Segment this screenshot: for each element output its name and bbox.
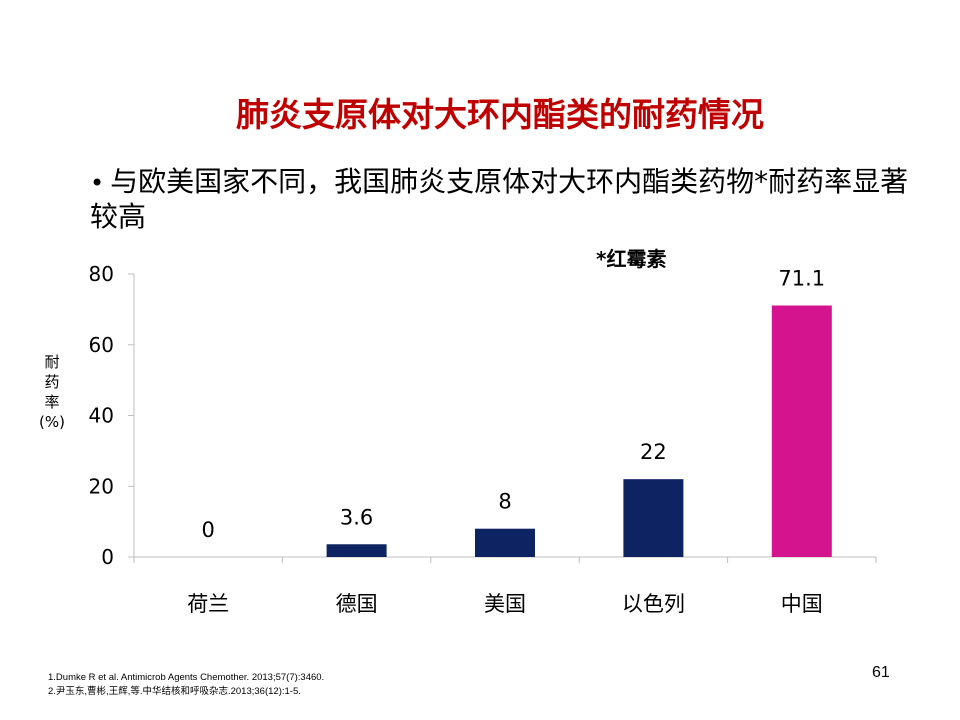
y-axis-label-line: 耐: [44, 353, 60, 371]
y-tick-label: 20: [89, 474, 114, 498]
y-axis-label-line: 药: [44, 373, 60, 391]
y-tick-label: 60: [89, 333, 114, 357]
y-tick-label: 0: [101, 545, 114, 569]
x-category-label: 中国: [781, 592, 823, 616]
bar: [623, 479, 684, 557]
x-category-label: 美国: [484, 592, 526, 616]
y-axis-label-line: (%): [39, 413, 65, 431]
reference-item: 2.尹玉东,曹彬,王辉,等.中华结核和呼吸杂志.2013;36(12):1-5.: [48, 686, 301, 697]
bullet-point: • 与欧美国家不同，我国肺炎支原体对大环内酯类药物*耐药率显著较高: [90, 165, 910, 234]
y-axis-label: 耐 药 率 (%): [38, 352, 66, 432]
y-tick-label: 80: [89, 262, 114, 286]
bar: [771, 305, 832, 557]
slide-title: 肺炎支原体对大环内酯类的耐药情况: [236, 95, 764, 134]
y-axis-label-line: 率: [44, 393, 60, 411]
x-category-label: 以色列: [622, 592, 685, 616]
y-tick-label: 40: [89, 404, 114, 428]
bar-data-label: 3.6: [340, 505, 373, 529]
bar-data-label: 71.1: [778, 266, 825, 290]
reference-item: 1.Dumke R et al. Antimicrob Agents Chemo…: [48, 672, 325, 683]
page-number: 61: [872, 664, 890, 681]
bar-data-label: 22: [640, 440, 667, 464]
bar-data-label: 8: [498, 490, 511, 514]
x-category-label: 德国: [336, 592, 378, 616]
bullet-dot-icon: •: [90, 169, 105, 197]
bar: [326, 544, 387, 557]
chart-note: *红霉素: [596, 247, 667, 271]
bar: [475, 528, 535, 557]
bar-data-label: 0: [202, 518, 215, 542]
bullet-text: 与欧美国家不同，我国肺炎支原体对大环内酯类药物*耐药率显著较高: [90, 165, 909, 233]
x-category-label: 荷兰: [187, 592, 229, 616]
references: 1.Dumke R et al. Antimicrob Agents Chemo…: [48, 671, 324, 699]
